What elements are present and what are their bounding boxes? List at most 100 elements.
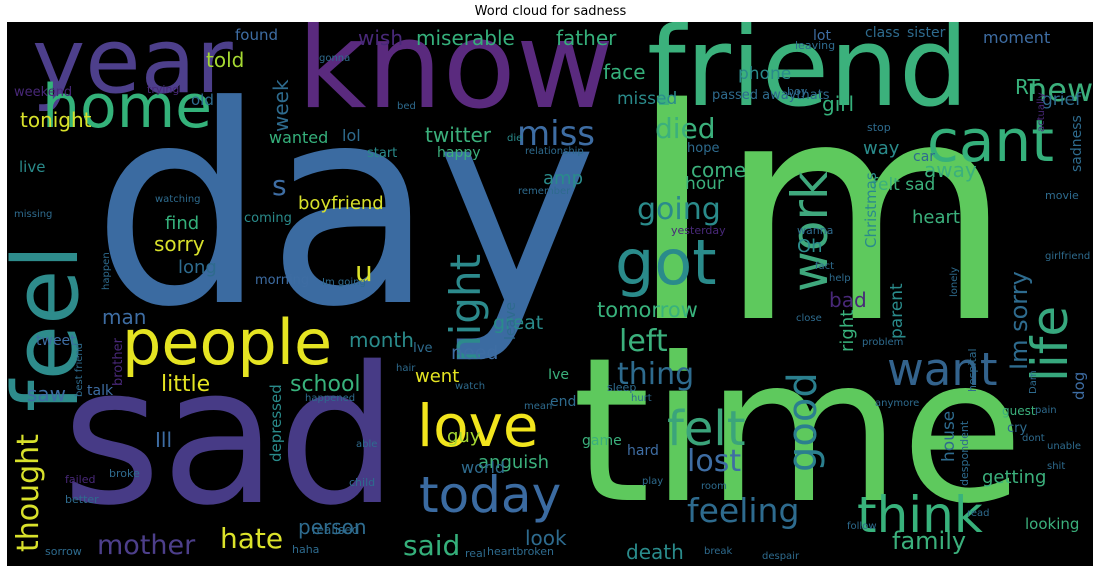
word-cloud-word: love [417,392,539,460]
word-cloud-word: wanna [797,224,834,237]
word-cloud-word: tomorrow [597,298,698,322]
word-cloud-word: anguish [478,452,550,473]
word-cloud-word: hurt [631,393,652,404]
word-cloud-word: die [507,133,523,144]
word-cloud-word: child [349,476,376,489]
word-cloud: day Im time sad know friend year feel people home… [7,22,1093,566]
word-cloud-word: gonna [319,53,351,64]
word-cloud-word: close [796,313,822,324]
word-cloud-word: hard [627,443,659,459]
word-cloud-word: shit [1047,461,1066,472]
word-cloud-word: home [42,72,213,142]
word-cloud-word: old [191,91,214,109]
word-cloud-word: broke [109,467,140,480]
word-cloud-word: Oh [797,236,823,257]
word-cloud-word: people [122,306,333,379]
word-cloud-word: relationship [525,146,584,157]
word-cloud-word: tweet [36,333,76,349]
word-cloud-word: way [863,138,900,159]
word-cloud-word: happen [101,252,112,290]
word-cloud-word: leave [503,302,519,340]
word-cloud-word: month [349,328,414,352]
word-cloud-word: grief [1042,90,1081,110]
word-cloud-word: sister [907,25,946,41]
word-cloud-word: long [178,257,217,278]
word-cloud-word: week [269,79,293,132]
word-cloud-word: start [367,146,398,161]
word-cloud-word: boyfriend [298,193,384,214]
word-cloud-word: today [419,466,562,524]
word-cloud-word: watch [455,381,486,392]
word-cloud-word: sad [62,326,399,547]
word-cloud-word: fact [815,261,835,272]
word-cloud-word: sorry [154,232,205,256]
word-cloud-word: Dam [1028,370,1039,394]
word-cloud-word: pain [1035,405,1057,416]
word-cloud-word: family [892,527,967,555]
word-cloud-word: actually [1036,92,1047,133]
word-cloud-word: right [837,309,858,352]
word-cloud-word: need [451,342,499,364]
word-cloud-word: went [415,366,460,387]
word-cloud-word: said [403,529,461,562]
word-cloud-word: bad [829,288,867,312]
word-cloud-word: hospital [966,348,979,392]
word-cloud-word: happy [437,145,481,161]
word-cloud-word: Im [627,35,1015,390]
word-cloud-word: great [493,312,544,334]
word-cloud-word: look [525,526,567,550]
word-cloud-word: dog [1070,371,1088,400]
figure-title: Word cloud for sadness [474,4,627,19]
word-cloud-word: know [297,22,615,136]
word-cloud-word: RT [1015,75,1040,99]
word-cloud-word: movie [1045,189,1079,202]
word-cloud-word: Ive [413,341,433,356]
word-cloud-word: heartbroken [487,545,555,558]
word-cloud-word: day [92,47,598,367]
word-cloud-word: read [967,508,990,519]
word-cloud-word: saw [27,382,67,406]
word-cloud-word: house [939,410,959,462]
word-cloud-word: girl [822,92,855,116]
word-cloud-word: end [550,394,577,410]
word-cloud-word: remember [518,186,571,197]
word-cloud-word: going [637,192,721,227]
word-cloud-word: lost [687,444,742,479]
word-cloud-word: feeling [687,491,800,530]
word-cloud-word: best friend [74,342,85,397]
word-cloud-word: sorrow [45,545,82,558]
word-cloud-word: guest [1002,404,1036,418]
word-cloud-word: hair [396,363,416,374]
word-cloud-word: told [206,48,245,72]
word-cloud-word: left [619,324,668,359]
word-cloud-word: mean [524,401,553,412]
word-cloud-word: away [924,158,977,182]
word-cloud-word: real [465,547,486,560]
word-cloud-word: Ill [155,428,173,452]
word-cloud-word: bed [397,101,416,112]
word-cloud-word: find [165,213,200,234]
word-cloud-word: died [655,112,716,145]
word-cloud-word: talk [87,383,114,399]
word-cloud-word: want [887,343,998,396]
word-cloud-word: help [829,273,851,284]
word-cloud-word: tonight [20,108,92,132]
word-cloud-word: dont [1022,433,1045,444]
word-cloud-word: problem [862,337,904,348]
word-cloud-word: trying [147,83,180,96]
word-cloud-word: failed [65,473,96,486]
word-cloud-word: morning [255,273,310,288]
word-cloud-word: good [780,372,826,472]
word-cloud-word: parent [887,283,907,339]
word-cloud-word: despair [762,551,800,562]
word-cloud-word: girlfriend [1045,251,1091,262]
word-cloud-word: person [298,515,367,539]
word-cloud-word: wish [358,26,404,50]
word-cloud-word: class [865,25,900,41]
word-cloud-word: lol [342,126,361,145]
word-cloud-word: watching [155,194,201,205]
word-cloud-word: heart [912,207,960,228]
word-cloud-word: boy [787,85,808,98]
word-cloud-word: phone [738,64,792,84]
word-cloud-word: weekend [14,85,73,100]
